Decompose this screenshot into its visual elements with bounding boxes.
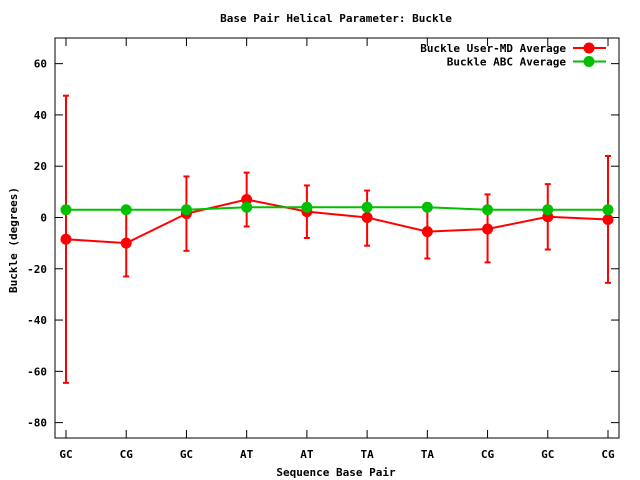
- y-tick-label: 40: [34, 109, 47, 122]
- legend-marker: [583, 42, 595, 54]
- legend-label: Buckle ABC Average: [447, 56, 567, 69]
- y-tick-label: -40: [27, 314, 47, 327]
- x-axis-label: Sequence Base Pair: [276, 466, 396, 479]
- x-tick-label: TA: [360, 448, 374, 461]
- x-tick-label: AT: [300, 448, 314, 461]
- x-tick-label: GC: [59, 448, 72, 461]
- x-tick-label: CG: [481, 448, 495, 461]
- y-axis: 60 40 20 0 -20 -40 -60 -80: [27, 58, 619, 430]
- data-point: [602, 214, 614, 226]
- plot-border: [54, 37, 620, 439]
- data-point: [482, 204, 494, 216]
- y-axis-label: Buckle (degrees): [7, 187, 20, 293]
- chart-title: Base Pair Helical Parameter: Buckle: [220, 12, 452, 25]
- data-point: [482, 223, 494, 235]
- data-point: [241, 194, 253, 206]
- x-tick-label: CG: [120, 448, 134, 461]
- series-line: [66, 206, 608, 211]
- series-2: [60, 201, 614, 216]
- legend-marker: [583, 56, 595, 67]
- data-point: [180, 204, 192, 216]
- x-tick-label: GC: [541, 448, 554, 461]
- x-tick-label: AT: [240, 448, 254, 461]
- y-tick-label: -60: [27, 365, 47, 378]
- series-1: [60, 94, 614, 384]
- x-axis: GC CG GC AT AT TA TA CG GC CG: [59, 38, 615, 461]
- data-point: [301, 201, 313, 213]
- legend-label: Buckle User-MD Average: [420, 42, 566, 55]
- data-point: [542, 204, 554, 216]
- y-tick-label: -20: [27, 263, 47, 276]
- data-point: [241, 201, 253, 213]
- data-point: [60, 204, 72, 216]
- data-point: [361, 201, 373, 213]
- y-tick-label: 20: [34, 160, 47, 173]
- series-line: [65, 198, 609, 245]
- y-tick-label: 0: [40, 211, 47, 224]
- data-point: [60, 233, 72, 245]
- data-point: [120, 237, 132, 249]
- x-tick-label: CG: [601, 448, 615, 461]
- data-point: [421, 226, 433, 238]
- data-point: [361, 211, 373, 223]
- x-tick-label: TA: [421, 448, 435, 461]
- data-point: [120, 204, 132, 216]
- data-point: [602, 204, 614, 216]
- series-layer: [60, 94, 614, 384]
- y-tick-label: -80: [27, 417, 47, 430]
- y-tick-label: 60: [34, 58, 47, 71]
- data-point: [421, 201, 433, 213]
- plot-frame: [54, 37, 620, 439]
- x-tick-label: GC: [180, 448, 193, 461]
